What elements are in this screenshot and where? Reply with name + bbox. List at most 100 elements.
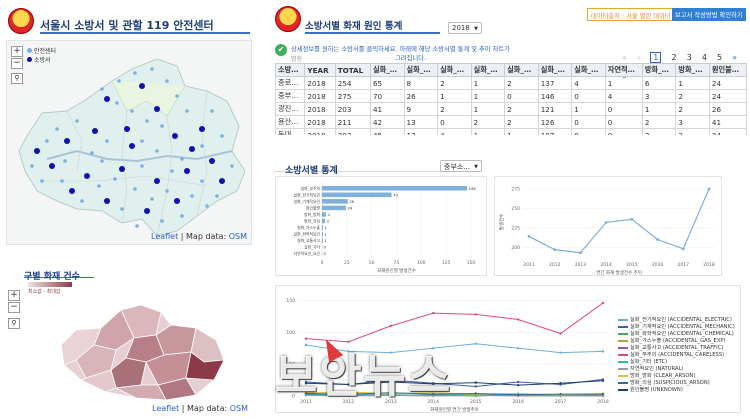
- legend-item[interactable]: 방화_방화 (CLEAR_ARSON): [618, 372, 735, 379]
- osm-link[interactable]: OSM: [228, 232, 247, 241]
- column-header[interactable]: 방화_…: [641, 63, 677, 77]
- legend-item[interactable]: 방화_의심 (SUSPICIOUS_ARSON): [618, 379, 735, 386]
- series-point[interactable]: [389, 394, 393, 397]
- trend-point[interactable]: [630, 217, 634, 221]
- column-header[interactable]: 방화_…: [675, 63, 710, 77]
- series-point[interactable]: [347, 340, 350, 344]
- column-header[interactable]: 원인불…: [708, 63, 747, 77]
- series-point[interactable]: [347, 392, 350, 396]
- trend-point[interactable]: [707, 187, 711, 191]
- column-header[interactable]: 실화_…: [470, 63, 506, 77]
- page-4-button[interactable]: 4: [701, 53, 707, 62]
- series-point[interactable]: [516, 393, 520, 396]
- series-point[interactable]: [516, 383, 520, 387]
- legend-item[interactable]: 실화_교통사고 (ACCIDENTAL_TRAFFIC): [618, 344, 735, 351]
- series-point[interactable]: [516, 318, 520, 321]
- series-point[interactable]: [516, 380, 520, 384]
- series-point[interactable]: [474, 342, 477, 345]
- report-guide-button[interactable]: 보고서 작성방법 확인하기: [672, 8, 746, 21]
- station-select[interactable]: 중부소... ▼: [440, 160, 482, 172]
- prev-page-button[interactable]: ‹: [637, 53, 641, 62]
- series-point[interactable]: [304, 382, 308, 385]
- seoul-district-map[interactable]: [7, 41, 253, 246]
- series-point[interactable]: [304, 337, 308, 340]
- series-point[interactable]: [559, 382, 562, 385]
- column-header[interactable]: 실화_…: [571, 63, 606, 77]
- table-row[interactable]: 광진… 2018 203 41 9 2 1 2 121 1 0 1 2 26: [275, 102, 747, 116]
- page-2-button[interactable]: 2: [671, 53, 677, 62]
- legend-item[interactable]: 실화_기계적요인 (ACCIDENTAL_MECHANIC): [618, 323, 735, 330]
- leaflet-link[interactable]: Leaflet: [151, 232, 179, 241]
- column-header[interactable]: 소방…: [275, 63, 306, 77]
- bar[interactable]: [322, 186, 468, 191]
- column-header[interactable]: TOTAL: [334, 63, 371, 77]
- table-row[interactable]: 동대… 2018 203 45 17 4 1 1 107 0 0 2 2 24: [275, 128, 747, 135]
- bar[interactable]: [322, 205, 346, 211]
- column-header[interactable]: 자연적…: [604, 63, 643, 77]
- series-point[interactable]: [601, 379, 605, 382]
- series-point[interactable]: [474, 385, 477, 388]
- bar[interactable]: [322, 199, 348, 204]
- trend-point[interactable]: [579, 251, 582, 255]
- series-point[interactable]: [304, 343, 308, 347]
- bar[interactable]: [322, 225, 323, 230]
- series-point[interactable]: [432, 311, 435, 315]
- bar[interactable]: [322, 231, 323, 237]
- choropleth-osm-link[interactable]: OSM: [229, 404, 248, 413]
- first-page-button[interactable]: «: [622, 53, 627, 62]
- series-point[interactable]: [347, 390, 350, 394]
- trend-point[interactable]: [553, 248, 557, 252]
- column-header[interactable]: 실화_…: [403, 63, 439, 77]
- column-header[interactable]: YEAR: [304, 63, 336, 77]
- series-point[interactable]: [432, 394, 435, 398]
- legend-item[interactable]: 실화_화학적요인 (ACCIDENTAL_CHEMICAL): [618, 330, 735, 337]
- series-point[interactable]: [389, 380, 393, 384]
- trend-point[interactable]: [527, 235, 531, 238]
- legend-item[interactable]: 실화_전기적요인 (ACCIDENTAL_ELECTRIC): [618, 316, 735, 323]
- series-point[interactable]: [347, 394, 350, 398]
- choropleth-zoom-in[interactable]: +: [8, 290, 20, 301]
- legend-item[interactable]: 실화_가스누출 (ACCIDENTAL_GAS_EXP): [618, 337, 735, 344]
- series-point[interactable]: [432, 392, 435, 396]
- map-locate-icon[interactable]: ⚲: [11, 73, 23, 84]
- series-point[interactable]: [559, 392, 562, 396]
- series-point[interactable]: [389, 324, 393, 328]
- series-point[interactable]: [432, 346, 435, 350]
- legend-item[interactable]: 원인불명 (UNKNOWN): [618, 386, 735, 393]
- table-row[interactable]: 중부… 2018 275 70 26 1 1 0 146 0 4 3 2 24: [275, 89, 747, 103]
- series-point[interactable]: [474, 313, 477, 316]
- series-point[interactable]: [389, 351, 393, 354]
- choropleth-leaflet-link[interactable]: Leaflet: [152, 404, 180, 413]
- series-point[interactable]: [474, 381, 477, 384]
- bar[interactable]: [322, 218, 325, 224]
- choropleth-locate-icon[interactable]: ⚲: [8, 318, 20, 329]
- series-point[interactable]: [347, 350, 350, 353]
- column-header[interactable]: 실화_…: [504, 63, 539, 77]
- series-point[interactable]: [432, 382, 435, 386]
- table-row[interactable]: 종로… 2018 254 65 8 2 1 2 137 4 1 6 1 24: [275, 76, 747, 90]
- trend-point[interactable]: [604, 220, 608, 224]
- series-point[interactable]: [601, 350, 605, 353]
- series-point[interactable]: [601, 394, 605, 398]
- column-header[interactable]: 실화_…: [369, 63, 405, 77]
- series-point[interactable]: [559, 351, 562, 354]
- series-point[interactable]: [601, 301, 605, 305]
- bar[interactable]: [322, 212, 326, 217]
- series-point[interactable]: [304, 392, 308, 395]
- year-select[interactable]: 2018 ▼: [448, 22, 482, 34]
- page-3-button[interactable]: 3: [686, 53, 692, 62]
- column-header[interactable]: 실화_…: [537, 63, 573, 77]
- series-point[interactable]: [347, 383, 350, 386]
- series-point[interactable]: [559, 332, 562, 335]
- next-page-button[interactable]: »: [732, 53, 738, 62]
- bar[interactable]: [322, 238, 323, 243]
- bar[interactable]: [322, 192, 392, 198]
- series-point[interactable]: [516, 346, 520, 350]
- district-choropleth[interactable]: [46, 300, 236, 405]
- series-point[interactable]: [304, 394, 308, 397]
- choropleth-zoom-out[interactable]: −: [8, 302, 20, 313]
- station-map[interactable]: + − ⚲ 안전센터 소방서: [6, 40, 252, 245]
- map-zoom-in[interactable]: +: [11, 46, 23, 57]
- series-point[interactable]: [389, 391, 393, 395]
- column-header[interactable]: 실화_…: [437, 63, 472, 77]
